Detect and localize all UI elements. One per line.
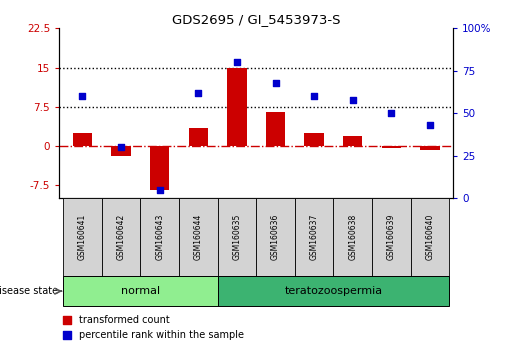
Bar — [179, 198, 217, 276]
Point — [117, 144, 125, 150]
Text: GSM160638: GSM160638 — [348, 214, 357, 260]
Text: teratozoospermia: teratozoospermia — [284, 286, 383, 296]
Text: transformed count: transformed count — [79, 315, 169, 325]
Bar — [372, 198, 410, 276]
Point — [426, 122, 434, 128]
Bar — [63, 276, 217, 306]
Bar — [150, 146, 169, 190]
Point — [387, 110, 396, 116]
Point — [349, 97, 357, 103]
Bar — [188, 128, 208, 146]
Bar — [140, 198, 179, 276]
Text: GSM160643: GSM160643 — [155, 214, 164, 261]
Title: GDS2695 / GI_5453973-S: GDS2695 / GI_5453973-S — [172, 13, 340, 26]
Bar — [102, 198, 140, 276]
Bar — [266, 112, 285, 146]
Bar — [410, 198, 449, 276]
Bar — [304, 133, 324, 146]
Text: GSM160639: GSM160639 — [387, 214, 396, 261]
Point — [63, 317, 71, 322]
Point — [233, 59, 241, 65]
Text: GSM160641: GSM160641 — [78, 214, 87, 260]
Bar — [343, 136, 363, 146]
Point — [78, 93, 87, 99]
Bar — [227, 68, 247, 146]
Text: GSM160640: GSM160640 — [425, 214, 435, 261]
Point — [310, 93, 318, 99]
Bar — [217, 276, 449, 306]
Bar — [420, 146, 440, 150]
Bar — [217, 198, 256, 276]
Bar — [111, 146, 131, 156]
Point — [156, 187, 164, 193]
Text: GSM160637: GSM160637 — [310, 214, 319, 261]
Bar — [295, 198, 334, 276]
Text: normal: normal — [121, 286, 160, 296]
Bar — [334, 198, 372, 276]
Bar — [73, 133, 92, 146]
Text: GSM160642: GSM160642 — [116, 214, 126, 260]
Text: disease state: disease state — [0, 286, 58, 296]
Text: percentile rank within the sample: percentile rank within the sample — [79, 330, 244, 340]
Bar — [382, 146, 401, 148]
Text: GSM160635: GSM160635 — [232, 214, 242, 261]
Point — [194, 90, 202, 96]
Bar — [256, 198, 295, 276]
Point — [63, 332, 71, 338]
Point — [271, 80, 280, 86]
Bar — [63, 198, 102, 276]
Text: GSM160636: GSM160636 — [271, 214, 280, 261]
Text: GSM160644: GSM160644 — [194, 214, 203, 261]
